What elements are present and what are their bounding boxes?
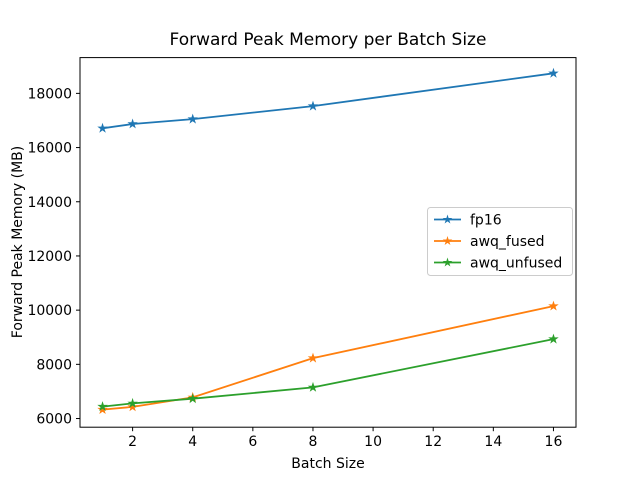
y-axis-label: Forward Peak Memory (MB) [10, 146, 26, 338]
y-tick-label: 18000 [27, 86, 72, 102]
legend-marker-awq_unfused [442, 257, 453, 267]
data-point-awq_unfused [127, 397, 138, 408]
x-tick-label: 6 [248, 434, 257, 450]
data-point-fp16 [127, 118, 138, 129]
data-point-fp16 [307, 100, 319, 111]
y-tick-label: 6000 [36, 412, 72, 428]
data-point-fp16 [548, 67, 559, 78]
data-point-awq_fused [307, 352, 319, 363]
x-axis-label: Batch Size [291, 456, 364, 472]
series-line-fp16 [101, 72, 555, 130]
series-line-awq_unfused [101, 338, 555, 408]
data-point-awq_fused [127, 401, 138, 412]
legend-marker-awq_fused [442, 236, 453, 245]
data-point-awq_fused [548, 300, 559, 311]
legend-box [427, 207, 573, 276]
x-tick-label: 12 [424, 434, 442, 450]
data-point-awq_unfused [97, 401, 108, 412]
x-tick-label: 10 [364, 434, 382, 450]
x-tick-label: 4 [188, 434, 197, 450]
y-tick-label: 14000 [27, 195, 72, 211]
y-tick-label: 12000 [27, 249, 72, 265]
y-tick-label: 10000 [27, 303, 72, 319]
data-point-awq_fused [97, 404, 108, 414]
x-tick-label: 8 [309, 434, 318, 450]
series-line-awq_fused [101, 305, 555, 411]
data-point-awq_unfused [187, 393, 198, 404]
data-point-awq_unfused [307, 381, 319, 392]
x-tick-label: 16 [545, 434, 563, 450]
legend: fp16 awq_fused awq_unfused [427, 207, 573, 276]
chart-title: Forward Peak Memory per Batch Size [170, 30, 487, 50]
data-point-awq_unfused [548, 333, 559, 344]
plot-area: 2 4 6 8 10 12 14 16 6000 8000 10000 12000 14000 16000… [27, 57, 577, 450]
x-tick-label: 14 [484, 434, 502, 450]
data-point-fp16 [97, 122, 108, 133]
data-point-fp16 [187, 113, 198, 124]
legend-label-fp16: fp16 [470, 213, 502, 229]
legend-label-awq_unfused: awq_unfused [470, 256, 562, 272]
legend-marker-fp16 [442, 214, 453, 224]
x-tick-label: 2 [128, 434, 137, 450]
y-tick-label: 16000 [27, 141, 72, 157]
legend-label-awq_fused: awq_fused [470, 234, 545, 250]
axes-frame [79, 57, 577, 428]
y-tick-label: 8000 [36, 357, 72, 373]
